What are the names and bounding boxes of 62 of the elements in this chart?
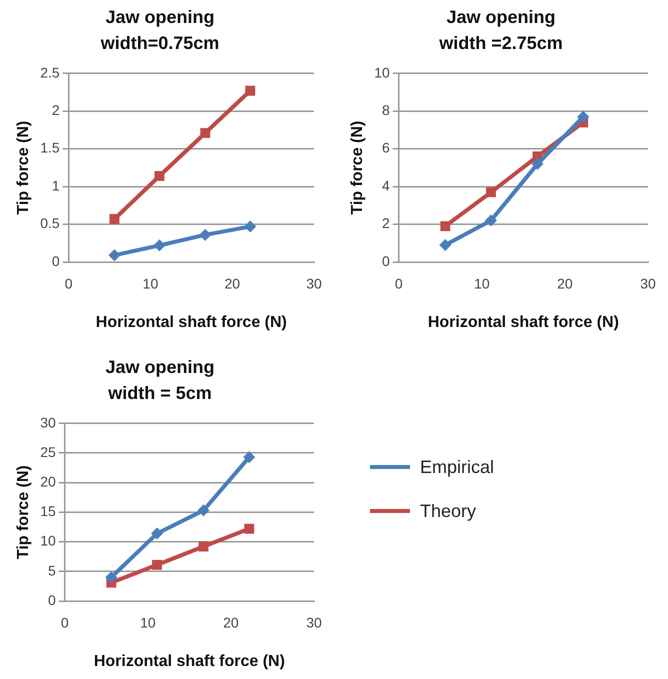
- x-tick-label: 30: [306, 614, 322, 630]
- y-tick-label: 10: [40, 532, 56, 549]
- point: [532, 158, 544, 170]
- y-tick-label: 2.5: [40, 64, 60, 80]
- y-tick-label: 2: [52, 102, 60, 118]
- point: [198, 504, 210, 516]
- y-axis-title: Tip force (N): [15, 465, 32, 560]
- y-tick-label: 30: [40, 414, 56, 430]
- y-tick-label: 6: [382, 140, 390, 156]
- point: [108, 249, 120, 262]
- legend-label: Empirical: [420, 456, 494, 478]
- y-tick-label: 2: [382, 215, 390, 232]
- x-tick-label: 10: [142, 275, 158, 292]
- chart-title: Jaw opening width =2.75cm: [438, 6, 564, 55]
- x-tick-label: 20: [557, 275, 573, 292]
- point: [439, 239, 452, 252]
- point: [152, 560, 162, 570]
- y-tick-label: 1.5: [40, 140, 60, 156]
- point: [440, 221, 450, 232]
- x-tick-label: 0: [64, 275, 73, 292]
- point: [105, 571, 118, 584]
- x-tick-label: 10: [140, 614, 156, 630]
- x-tick-label: 10: [474, 275, 490, 292]
- x-axis-title: Horizontal shaft force (N): [428, 314, 619, 331]
- chart-title: Jaw opening width = 5cm: [104, 356, 216, 405]
- point: [243, 451, 256, 464]
- point: [244, 524, 254, 534]
- y-tick-label: 0: [382, 252, 390, 269]
- y-tick-label: 1: [52, 177, 60, 194]
- y-tick-label: 25: [40, 444, 56, 460]
- point: [110, 214, 120, 224]
- y-tick-label: 5: [48, 562, 56, 578]
- y-tick-label: 0.5: [40, 215, 60, 232]
- point: [154, 171, 164, 181]
- point: [486, 187, 496, 198]
- x-axis-title: Horizontal shaft force (N): [96, 314, 287, 331]
- point: [150, 528, 163, 540]
- point: [153, 239, 166, 252]
- chart-title: Jaw opening width=0.75cm: [100, 6, 220, 55]
- point: [245, 86, 256, 96]
- x-tick-label: 30: [640, 275, 656, 292]
- point: [484, 214, 497, 227]
- y-tick-label: 4: [382, 177, 390, 194]
- y-tick-label: 20: [40, 473, 56, 490]
- point: [200, 128, 210, 138]
- y-tick-label: 15: [40, 503, 56, 520]
- point: [244, 220, 256, 233]
- y-tick-label: 0: [48, 592, 56, 608]
- y-tick-label: 10: [374, 64, 390, 80]
- point: [198, 542, 208, 552]
- x-tick-label: 20: [224, 275, 240, 292]
- y-axis-title: Tip force (N): [15, 120, 32, 215]
- y-tick-label: 0: [52, 252, 60, 269]
- y-axis-title: Tip force (N): [349, 120, 366, 215]
- x-tick-label: 30: [306, 275, 322, 292]
- x-tick-label: 0: [394, 275, 403, 292]
- point: [199, 228, 212, 241]
- point: [577, 110, 590, 123]
- y-tick-label: 8: [382, 102, 390, 118]
- legend-label: Theory: [420, 500, 476, 522]
- x-axis-title: Horizontal shaft force (N): [94, 652, 285, 670]
- x-tick-label: 20: [223, 614, 239, 630]
